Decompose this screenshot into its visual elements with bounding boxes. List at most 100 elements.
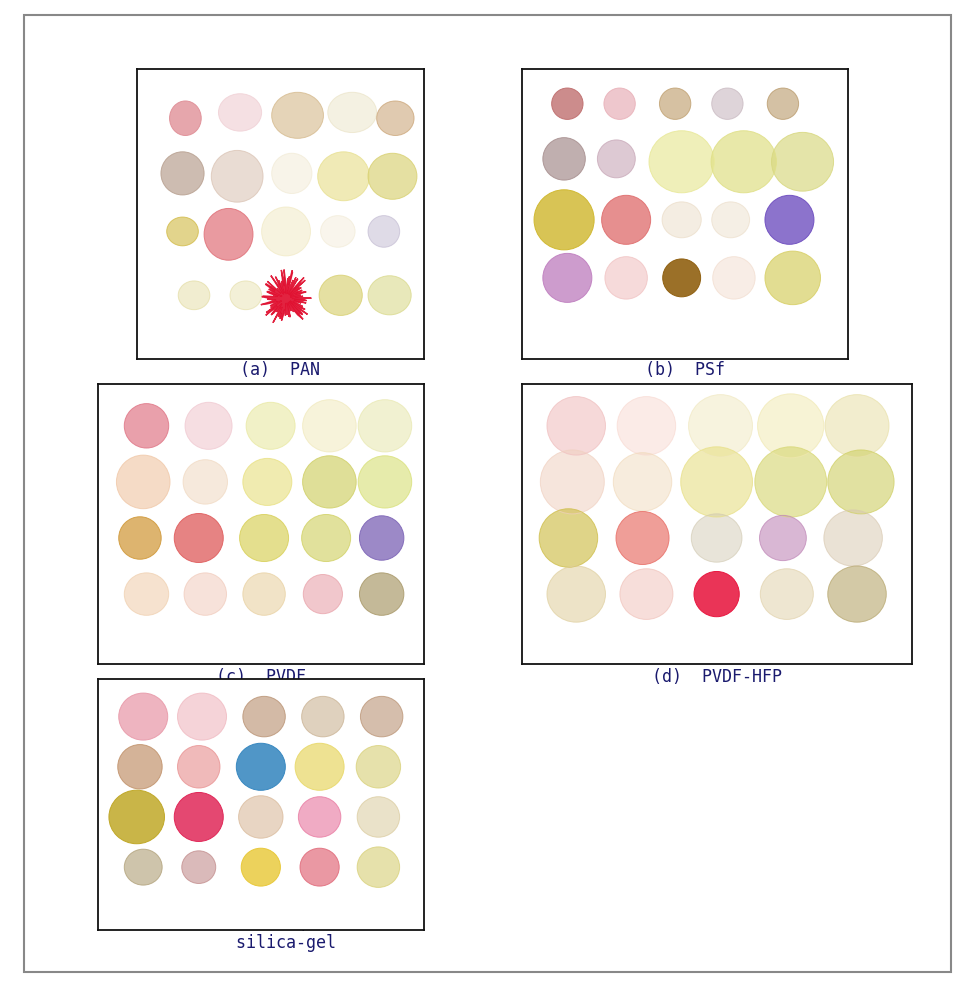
Ellipse shape (161, 152, 204, 195)
Ellipse shape (368, 154, 417, 200)
Ellipse shape (302, 400, 356, 452)
Ellipse shape (376, 101, 414, 136)
Ellipse shape (178, 280, 210, 310)
Ellipse shape (118, 745, 162, 789)
Ellipse shape (124, 573, 169, 615)
Ellipse shape (691, 514, 742, 562)
Ellipse shape (181, 851, 215, 884)
Ellipse shape (760, 516, 806, 561)
Ellipse shape (358, 456, 411, 508)
Ellipse shape (357, 797, 400, 837)
Ellipse shape (272, 92, 324, 139)
Ellipse shape (261, 207, 310, 256)
Ellipse shape (755, 447, 827, 517)
Ellipse shape (552, 88, 583, 119)
Ellipse shape (361, 697, 403, 737)
Ellipse shape (604, 257, 647, 299)
Ellipse shape (659, 88, 691, 119)
Ellipse shape (828, 566, 886, 622)
Ellipse shape (243, 573, 286, 615)
Text: (d)  PVDF-HFP: (d) PVDF-HFP (651, 668, 782, 686)
Ellipse shape (243, 697, 286, 737)
Ellipse shape (167, 217, 198, 246)
Ellipse shape (319, 276, 363, 316)
Ellipse shape (124, 849, 162, 886)
Ellipse shape (212, 151, 263, 202)
Ellipse shape (243, 459, 292, 506)
Ellipse shape (617, 397, 676, 455)
Ellipse shape (177, 693, 226, 740)
Ellipse shape (825, 395, 889, 457)
Text: (c)  PVDF: (c) PVDF (216, 668, 306, 686)
Ellipse shape (185, 402, 232, 450)
Ellipse shape (184, 573, 226, 615)
Ellipse shape (771, 133, 834, 191)
Ellipse shape (765, 196, 814, 244)
Ellipse shape (712, 202, 750, 238)
Ellipse shape (301, 515, 351, 562)
Ellipse shape (604, 88, 636, 119)
Ellipse shape (357, 847, 400, 888)
Ellipse shape (368, 215, 400, 247)
Ellipse shape (620, 569, 673, 620)
Ellipse shape (119, 693, 168, 740)
Ellipse shape (828, 450, 894, 514)
Ellipse shape (230, 280, 261, 310)
Ellipse shape (272, 154, 312, 194)
Ellipse shape (534, 190, 594, 250)
Ellipse shape (119, 517, 161, 559)
Ellipse shape (368, 276, 411, 315)
Ellipse shape (824, 510, 882, 566)
Ellipse shape (183, 460, 227, 504)
Ellipse shape (598, 140, 636, 178)
Ellipse shape (124, 403, 169, 448)
Ellipse shape (298, 797, 341, 837)
Ellipse shape (116, 456, 170, 509)
Text: (a)  PAN: (a) PAN (240, 361, 320, 379)
Text: (e)  Reverse-phase
     silica-gel: (e) Reverse-phase silica-gel (172, 913, 351, 952)
Ellipse shape (170, 101, 201, 136)
Ellipse shape (547, 397, 605, 455)
Ellipse shape (360, 573, 404, 615)
Ellipse shape (760, 569, 813, 620)
Ellipse shape (218, 93, 261, 131)
Ellipse shape (613, 453, 672, 511)
Ellipse shape (328, 92, 376, 133)
Ellipse shape (246, 402, 295, 450)
Ellipse shape (602, 196, 650, 244)
Ellipse shape (712, 88, 743, 119)
Ellipse shape (649, 131, 715, 193)
Ellipse shape (543, 254, 592, 302)
Ellipse shape (241, 848, 281, 887)
Ellipse shape (539, 509, 598, 567)
Ellipse shape (681, 447, 753, 517)
Ellipse shape (240, 515, 289, 562)
Ellipse shape (175, 792, 223, 841)
Ellipse shape (204, 209, 253, 260)
Ellipse shape (663, 259, 701, 297)
Ellipse shape (360, 516, 404, 560)
Ellipse shape (547, 566, 605, 622)
Ellipse shape (318, 152, 370, 201)
Ellipse shape (300, 848, 339, 887)
Ellipse shape (239, 796, 283, 838)
Ellipse shape (767, 88, 799, 119)
Ellipse shape (688, 395, 753, 457)
Ellipse shape (713, 257, 756, 299)
Ellipse shape (303, 575, 342, 614)
Ellipse shape (616, 512, 669, 565)
Ellipse shape (302, 456, 356, 508)
Ellipse shape (295, 743, 344, 790)
Ellipse shape (301, 697, 344, 737)
Ellipse shape (758, 394, 824, 458)
Ellipse shape (356, 746, 401, 788)
Ellipse shape (175, 514, 223, 563)
Ellipse shape (765, 251, 821, 305)
Ellipse shape (540, 450, 604, 514)
Ellipse shape (694, 572, 739, 617)
Ellipse shape (543, 138, 585, 180)
Ellipse shape (711, 131, 776, 193)
Polygon shape (261, 270, 311, 323)
Ellipse shape (662, 202, 701, 238)
Text: (b)  PSf: (b) PSf (645, 361, 725, 379)
